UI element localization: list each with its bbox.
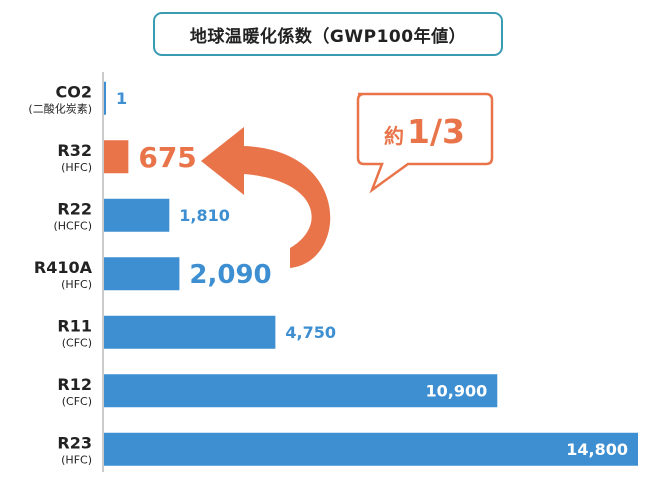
- category-sublabel-r22: (HCFC): [53, 219, 92, 232]
- bar-r22: [104, 198, 170, 232]
- category-label-r410a: R410A: [34, 258, 93, 277]
- bar-r23: [104, 432, 638, 466]
- category-sublabel-r12: (CFC): [62, 395, 92, 408]
- bar-co2: [104, 81, 106, 115]
- value-label-r22: 1,810: [179, 206, 230, 225]
- value-label-co2: 1: [116, 89, 127, 108]
- category-sublabel-r23: (HFC): [61, 453, 92, 466]
- annotation-layer: 約 1/3: [201, 92, 494, 268]
- bar-r410a: [104, 257, 180, 291]
- reduction-arrow: [201, 127, 331, 268]
- category-sublabel-r11: (CFC): [62, 336, 92, 349]
- bar-r32: [104, 140, 129, 174]
- annotation-ratio: 1/3: [407, 112, 465, 151]
- category-label-r22: R22: [57, 199, 92, 218]
- value-label-r11: 4,750: [285, 323, 336, 342]
- chart-title: 地球温暖化係数（GWP100年値）: [153, 12, 503, 56]
- annotation-prefix: 約: [384, 124, 404, 148]
- category-label-r11: R11: [57, 316, 92, 335]
- bar-r11: [104, 315, 276, 349]
- category-label-r23: R23: [57, 433, 92, 452]
- value-label-r410a: 2,090: [189, 260, 271, 290]
- value-label-r12: 10,900: [426, 382, 488, 401]
- category-label-co2: CO2: [56, 82, 92, 101]
- category-sublabel-co2: (二酸化炭素): [28, 101, 92, 115]
- value-label-r32: 675: [138, 141, 196, 174]
- category-label-r12: R12: [57, 375, 92, 394]
- annotation-bubble: [356, 92, 494, 194]
- category-sublabel-r410a: (HFC): [61, 278, 92, 291]
- bar-r12: [104, 374, 498, 408]
- value-label-r23: 14,800: [566, 440, 628, 459]
- category-label-r32: R32: [57, 141, 92, 160]
- category-sublabel-r32: (HFC): [61, 161, 92, 174]
